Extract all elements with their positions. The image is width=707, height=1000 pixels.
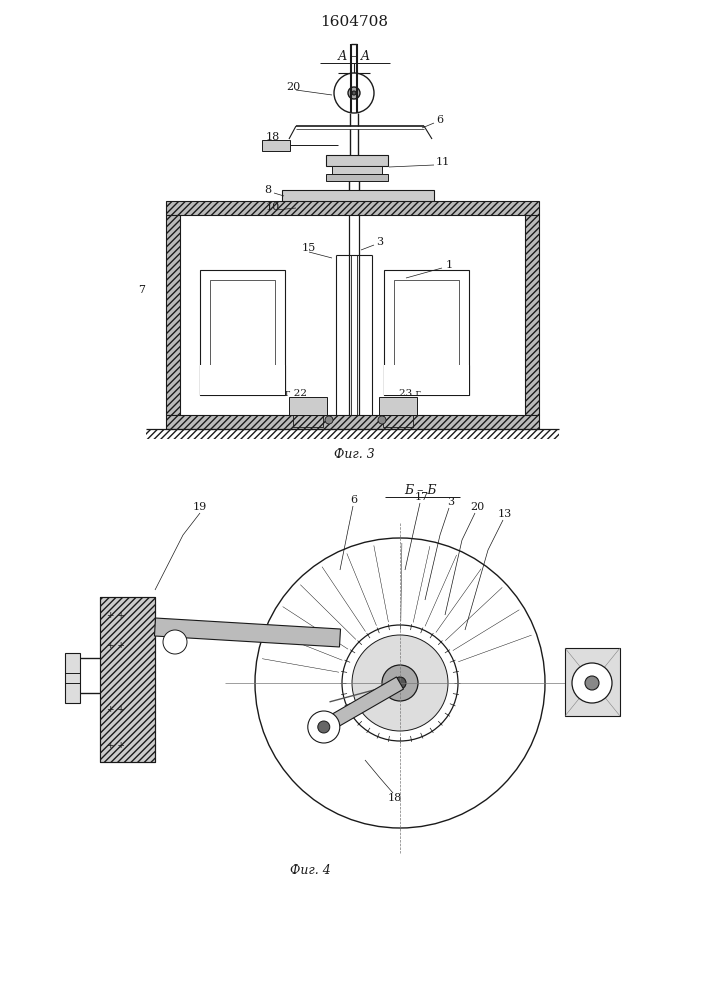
Text: 6: 6 bbox=[436, 115, 443, 125]
Text: + +: + + bbox=[107, 610, 125, 619]
Text: 1: 1 bbox=[446, 260, 453, 270]
Text: 18: 18 bbox=[388, 793, 402, 803]
Bar bbox=[326, 155, 388, 166]
Circle shape bbox=[348, 87, 360, 99]
Text: + +: + + bbox=[107, 641, 125, 650]
Bar bbox=[394, 280, 459, 385]
Text: + +: + + bbox=[107, 706, 125, 714]
Text: + +: + + bbox=[107, 740, 125, 750]
Bar bbox=[262, 140, 290, 151]
Bar bbox=[332, 166, 382, 174]
Circle shape bbox=[572, 663, 612, 703]
Bar bbox=[326, 174, 388, 181]
Text: 20: 20 bbox=[470, 502, 484, 512]
Circle shape bbox=[163, 630, 187, 654]
Text: А – А: А – А bbox=[337, 50, 370, 64]
Text: 15: 15 bbox=[302, 243, 316, 253]
Text: Б – Б: Б – Б bbox=[404, 484, 436, 496]
Text: 8: 8 bbox=[264, 185, 271, 195]
Circle shape bbox=[382, 665, 418, 701]
Circle shape bbox=[255, 538, 545, 828]
Circle shape bbox=[308, 711, 340, 743]
Circle shape bbox=[352, 635, 448, 731]
Circle shape bbox=[585, 676, 599, 690]
Bar bbox=[383, 415, 413, 427]
Text: Фиг. 3: Фиг. 3 bbox=[334, 448, 375, 460]
Circle shape bbox=[378, 416, 386, 424]
Text: 18: 18 bbox=[266, 132, 280, 142]
Text: 6: 6 bbox=[350, 495, 357, 505]
Circle shape bbox=[342, 625, 458, 741]
Bar bbox=[65, 653, 80, 703]
Text: 7: 7 bbox=[138, 285, 145, 295]
Bar bbox=[294, 204, 422, 214]
Bar bbox=[525, 215, 539, 415]
Bar bbox=[166, 201, 539, 215]
Text: 1604708: 1604708 bbox=[320, 15, 388, 29]
Text: 19: 19 bbox=[193, 502, 207, 512]
Text: 3: 3 bbox=[447, 497, 454, 507]
Text: 10: 10 bbox=[266, 202, 280, 212]
Bar bbox=[100, 597, 155, 762]
Polygon shape bbox=[320, 677, 404, 733]
Circle shape bbox=[334, 73, 374, 113]
Text: 11: 11 bbox=[436, 157, 450, 167]
Bar bbox=[200, 365, 285, 395]
Circle shape bbox=[394, 677, 406, 689]
Bar bbox=[565, 648, 620, 716]
Text: 3: 3 bbox=[376, 237, 383, 247]
Text: г 22: г 22 bbox=[285, 388, 307, 397]
Bar bbox=[210, 280, 275, 385]
Bar bbox=[282, 190, 434, 204]
Text: 13: 13 bbox=[498, 509, 513, 519]
Bar bbox=[166, 215, 180, 415]
Circle shape bbox=[325, 416, 333, 424]
Bar bbox=[289, 397, 327, 415]
Circle shape bbox=[352, 91, 356, 95]
Text: 17: 17 bbox=[415, 492, 429, 502]
Text: 23 г: 23 г bbox=[399, 388, 421, 397]
Bar bbox=[100, 597, 155, 762]
Polygon shape bbox=[154, 618, 341, 647]
Bar bbox=[384, 270, 469, 395]
Bar bbox=[384, 365, 469, 395]
Text: Фиг. 4: Фиг. 4 bbox=[290, 863, 330, 876]
Bar bbox=[293, 415, 323, 427]
Bar bbox=[166, 415, 539, 429]
Circle shape bbox=[317, 721, 329, 733]
Text: 20: 20 bbox=[286, 82, 300, 92]
Bar bbox=[146, 429, 559, 439]
Bar bbox=[379, 397, 417, 415]
Bar bbox=[200, 270, 285, 395]
